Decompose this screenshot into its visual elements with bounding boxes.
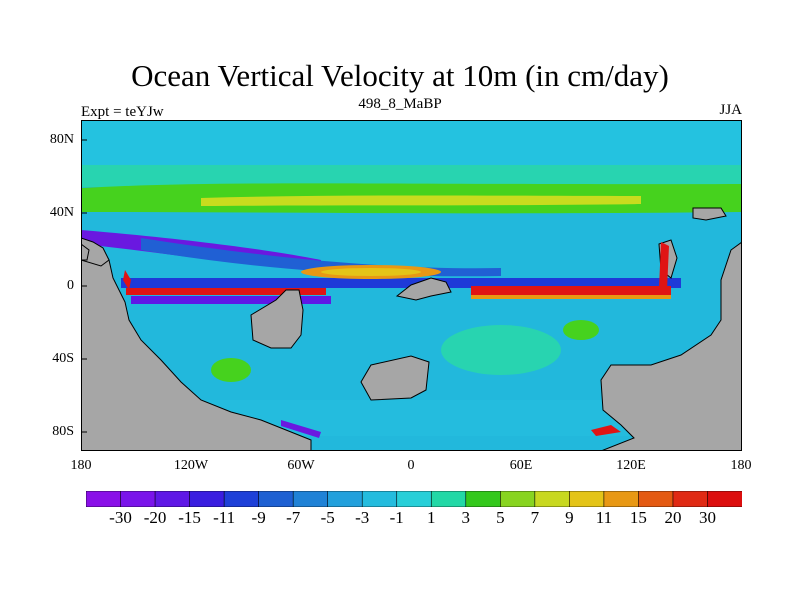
colorbar-segment <box>327 491 364 507</box>
colorbar-label: 20 <box>664 508 682 527</box>
colorbar-segment <box>707 491 742 507</box>
colorbar-segment <box>223 491 260 507</box>
map-panel <box>80 120 743 452</box>
lon-label-60e: 60E <box>509 458 533 473</box>
colorbar-label: 3 <box>461 508 471 527</box>
colorbar-label: 7 <box>530 508 540 527</box>
chart-subtitle: 498_8_MaBP <box>358 96 442 112</box>
lon-label-180e: 180 <box>730 458 752 473</box>
lat-label-80n: 80N <box>49 132 74 147</box>
colorbar-label: 11 <box>595 508 613 527</box>
colorbar-label: 30 <box>698 508 716 527</box>
lon-label-120e: 120E <box>616 458 646 473</box>
lat-ticks <box>81 139 87 433</box>
land-north-america <box>80 237 312 452</box>
colorbar-segment <box>86 491 122 507</box>
colorbar-segment <box>569 491 605 507</box>
north-yellow-patch <box>321 268 421 276</box>
colorbar-labels: -30 -20 -15 -11 -9 -7 -5 -3 -1 1 3 5 7 9 11 15 20 30 <box>86 508 742 530</box>
colorbar-label: 5 <box>496 508 505 527</box>
equatorial-deep-blue <box>121 278 681 288</box>
colorbar-segment <box>430 491 467 507</box>
colorbar-segment <box>500 491 536 507</box>
colorbar-label: -11 <box>213 508 236 527</box>
lon-label-0: 0 <box>407 458 415 473</box>
lat-label-40s: 40S <box>52 351 74 366</box>
equatorial-red-band <box>126 288 326 295</box>
north-teal-band <box>81 165 742 187</box>
coastal-red-east <box>659 242 669 290</box>
lon-label-60w: 60W <box>287 458 315 473</box>
south-green-patch-2 <box>563 320 599 340</box>
north-yellow-band <box>201 195 641 206</box>
colorbar-label: -9 <box>251 508 266 527</box>
land-east <box>600 241 743 452</box>
colorbar-label: -7 <box>286 508 301 527</box>
colorbar-segment <box>534 491 571 507</box>
colorbar-segment <box>465 491 502 507</box>
colorbar-segment <box>292 491 329 507</box>
lon-label-120w: 120W <box>173 458 209 473</box>
coastal-purple-south <box>281 420 321 438</box>
colorbar-segment <box>189 491 225 507</box>
colorbar-segment <box>154 491 191 507</box>
season-label: JJA <box>719 102 742 118</box>
colorbar-label: -3 <box>355 508 370 527</box>
south-green-patch-1 <box>211 358 251 382</box>
land-africa <box>395 277 452 301</box>
lat-label-80s: 80S <box>52 424 74 439</box>
colorbar-segment <box>361 491 398 507</box>
colorbar-segment <box>396 491 433 507</box>
equatorial-red-band-east <box>471 286 671 295</box>
land-antarctic-block <box>360 355 430 401</box>
colorbar-segment <box>120 491 156 507</box>
land-south-america <box>250 289 304 349</box>
colorbar-label: -20 <box>143 508 167 527</box>
south-purple-band <box>131 296 331 304</box>
colorbar-segment <box>603 491 640 507</box>
colorbar-segment <box>672 491 709 507</box>
colorbar-label: -5 <box>320 508 335 527</box>
coastal-red-west <box>123 270 131 290</box>
coastal-red-south <box>591 425 621 436</box>
lon-label-180w: 180 <box>70 458 92 473</box>
land-north-island <box>692 207 727 221</box>
colorbar-label: -30 <box>109 508 132 527</box>
chart-title: Ocean Vertical Velocity at 10m (in cm/da… <box>131 58 669 93</box>
south-teal-patch <box>441 325 561 375</box>
equatorial-orange-band <box>471 295 671 299</box>
map-svg <box>80 120 743 452</box>
lat-label-0: 0 <box>67 278 74 293</box>
colorbar-label: 9 <box>565 508 574 527</box>
colorbar-label: -15 <box>178 508 201 527</box>
experiment-label: Expt = teYJw <box>81 104 164 120</box>
colorbar-label: 15 <box>629 508 647 527</box>
arctic-band <box>81 120 742 165</box>
lat-label-40n: 40N <box>49 205 74 220</box>
colorbar-label: 1 <box>427 508 436 527</box>
colorbar-segment <box>638 491 674 507</box>
colorbar-label: -1 <box>389 508 404 527</box>
colorbar-segment <box>258 491 294 507</box>
colorbar <box>86 491 742 507</box>
